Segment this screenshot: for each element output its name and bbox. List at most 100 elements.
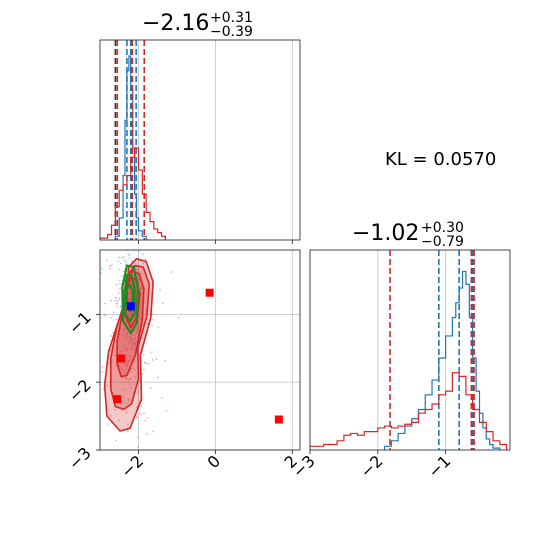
scatter-point-series-0	[121, 256, 123, 259]
top-histogram-plot-area	[100, 40, 166, 240]
scatter-point-series-0	[130, 314, 133, 316]
marker-2	[274, 415, 283, 424]
scatter-point-series-0	[118, 298, 120, 301]
scatter-point-series-0	[138, 284, 141, 287]
scatter-point-series-1	[125, 320, 128, 323]
scatter-point-series-1	[119, 287, 121, 290]
scatter-point-series-0	[140, 287, 143, 289]
scatter-point-series-1	[151, 324, 153, 327]
scatter-point-series-0	[130, 367, 133, 370]
scatter-point-series-0	[128, 254, 131, 257]
scatter-point-series-1	[126, 349, 129, 352]
scatter-point-series-1	[114, 296, 117, 299]
scatter-point-series-1	[139, 413, 142, 415]
scatter-point-series-1	[138, 379, 141, 382]
scatter-point-series-0	[152, 302, 155, 305]
scatter-point-series-0	[119, 306, 122, 308]
scatter-point-series-1	[135, 416, 138, 418]
histogram-series-1	[100, 147, 166, 240]
scatter-point-series-0	[136, 326, 138, 329]
scatter-point-series-0	[127, 379, 130, 381]
scatter-point-series-0	[135, 329, 138, 332]
scatter-point-series-1	[134, 376, 137, 379]
scatter-point-series-0	[138, 315, 141, 318]
scatter-point-series-0	[130, 297, 132, 300]
scatter-point-series-1	[143, 412, 145, 415]
scatter-point-series-1	[136, 268, 138, 271]
scatter-point-series-1	[106, 384, 108, 387]
scatter-point-series-0	[141, 246, 143, 248]
scatter-point-series-0	[132, 342, 135, 344]
title-right-value: −1.02	[352, 221, 419, 246]
scatter-point-series-1	[115, 246, 117, 248]
scatter-point-series-1	[158, 464, 160, 466]
scatter-point-series-1	[124, 259, 126, 262]
scatter-point-series-0	[122, 270, 125, 273]
scatter-point-series-0	[123, 348, 125, 351]
scatter-point-series-1	[98, 248, 100, 250]
scatter-point-series-0	[119, 248, 121, 250]
scatter-point-series-1	[107, 424, 110, 427]
scatter-point-series-1	[140, 287, 143, 290]
scatter-point-series-1	[110, 335, 113, 337]
scatter-point-series-0	[141, 221, 143, 223]
scatter-point-series-1	[118, 419, 121, 422]
scatter-point-series-1	[133, 369, 136, 371]
scatter-point-series-1	[152, 430, 155, 433]
scatter-point-series-0	[129, 298, 131, 301]
scatter-point-series-0	[134, 234, 136, 236]
scatter-point-series-1	[95, 377, 97, 379]
scatter-point-series-1	[120, 230, 122, 232]
scatter-point-series-1	[164, 359, 167, 362]
scatter-point-series-1	[117, 291, 120, 294]
scatter-point-series-0	[133, 341, 136, 344]
marker-1	[205, 288, 214, 297]
scatter-point-series-1	[160, 397, 163, 399]
scatter-point-series-1	[112, 331, 115, 334]
scatter-point-series-1	[130, 348, 133, 351]
scatter-point-series-1	[134, 360, 137, 363]
scatter-point-series-1	[135, 406, 138, 409]
scatter-point-series-1	[123, 329, 126, 332]
scatter-point-series-1	[128, 399, 130, 401]
scatter-point-series-1	[127, 430, 129, 433]
scatter-point-series-1	[122, 344, 125, 347]
scatter-point-series-0	[134, 266, 137, 269]
scatter-point-series-1	[127, 362, 130, 365]
scatter-point-series-1	[147, 362, 150, 365]
scatter-point-series-1	[136, 416, 138, 419]
scatter-point-series-0	[126, 362, 129, 365]
scatter-point-series-1	[146, 417, 149, 420]
scatter-point-series-1	[92, 314, 94, 316]
scatter-point-series-1	[130, 359, 133, 361]
scatter-point-series-0	[127, 359, 130, 362]
right-histogram-plot-area	[310, 250, 508, 450]
title-right-plus: +0.30	[421, 220, 464, 236]
scatter-point-series-1	[151, 359, 154, 361]
scatter-point-series-1	[125, 364, 128, 367]
scatter-point-series-1	[143, 368, 145, 371]
contour-1-level-0	[121, 264, 139, 335]
scatter-point-series-0	[130, 337, 133, 340]
x-tick-label: −2	[117, 451, 147, 481]
title-top-value: −2.16	[142, 11, 209, 36]
scatter-point-series-1	[130, 371, 132, 373]
contour-0-level-0	[103, 257, 154, 432]
scatter-point-series-1	[114, 408, 116, 411]
scatter-point-series-1	[121, 237, 123, 239]
scatter-point-series-0	[132, 272, 134, 275]
scatter-point-series-1	[102, 224, 104, 226]
scatter-point-series-0	[134, 338, 136, 341]
scatter-point-series-0	[135, 332, 138, 334]
right-histogram-frame	[309, 249, 511, 451]
scatter-point-series-0	[129, 335, 132, 337]
scatter-point-series-0	[125, 364, 128, 367]
scatter-point-series-1	[145, 432, 148, 435]
scatter-point-series-1	[150, 387, 153, 390]
scatter-point-series-0	[137, 282, 140, 285]
scatter-point-series-0	[134, 342, 136, 345]
scatter-point-series-1	[144, 362, 147, 365]
scatter-point-series-1	[125, 411, 128, 414]
scatter-point-series-1	[109, 349, 112, 352]
